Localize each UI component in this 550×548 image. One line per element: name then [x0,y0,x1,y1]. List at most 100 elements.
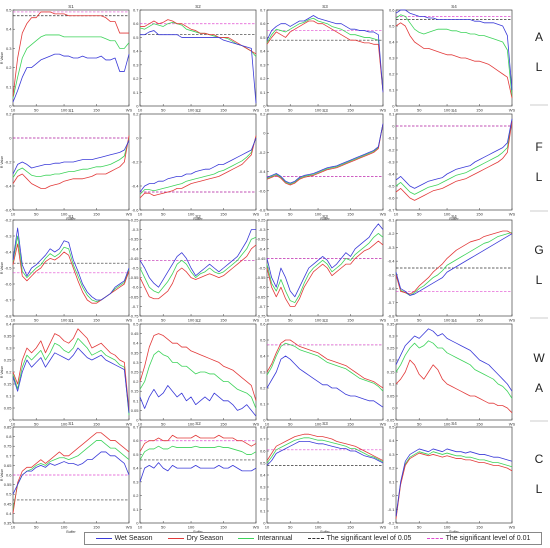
y-tick-label-r0c0-0: 0 [9,104,12,109]
x-tick-label-r3c2-2: 100 [315,422,322,427]
y-tick-label-r4c1-5: 0.5 [133,452,139,457]
legend-label-sig05: The significant level of 0.05 [326,535,412,542]
panel-title-r1c0: S1 [68,108,74,113]
x-tick-label-r0c1-3: 150 [220,108,227,113]
x-tick-label-r1c3-1: 50 [417,212,422,217]
panel-frame-r0c2 [266,9,384,107]
x-tick-label-r4c1-4: WS [253,525,260,530]
x-tick-label-r3c0-0: 10 [11,422,16,427]
series-dry-r4c3 [395,452,513,519]
y-tick-label-r3c2-3: 0.3 [260,370,266,375]
series-wet-r4c1 [139,462,257,482]
y-tick-label-r3c0-6: 0.3 [6,346,12,351]
y-tick-label-r0c2-1: 0.1 [260,90,266,95]
row-label-4: C L [532,452,546,496]
y-tick-label-r3c1-3: 0.15 [131,389,140,394]
x-tick-label-r2c3-3: 150 [476,318,483,323]
y-tick-label-r1c3-7: 0 [392,124,395,129]
y-tick-label-r2c0-5: -0.3 [5,234,13,239]
y-tick-label-r4c3-6: 0.4 [389,438,395,443]
y-tick-label-r0c1-5: 0.5 [133,35,139,40]
y-tick-label-r3c3-3: 0.1 [389,382,395,387]
x-tick-label-r3c3-0: 10 [394,422,399,427]
y-tick-label-r4c0-3: 0.5 [6,492,12,497]
legend-swatch-sig05 [307,538,324,539]
y-tick-label-r4c3-3: 0.1 [389,479,395,484]
y-tick-label-r0c3-6: 0.6 [389,8,395,13]
x-tick-label-r2c2-2: 100 [315,318,322,323]
y-tick-label-r1c1-3: 0 [136,136,139,141]
x-tick-label-r2c1-4: WS [253,318,260,323]
x-tick-label-r2c3-0: 10 [394,318,399,323]
legend-swatch-inter [238,538,255,539]
y-tick-label-r2c3-4: -0.4 [388,259,396,264]
y-tick-label-r3c0-8: 0.4 [6,322,12,327]
series-wet-r2c3 [395,233,513,296]
panel-title-r0c2: S3 [322,4,328,9]
panel-title-r0c0: S1 [68,4,74,9]
y-tick-label-r2c2-4: -0.55 [256,275,266,280]
series-dry-r3c1 [139,333,257,401]
series-inter-r1c2 [266,123,384,185]
x-tick-label-r0c0-2: 100 [61,108,68,113]
row-label-0-line1: A [534,30,543,44]
legend-swatch-sig01 [426,538,443,539]
legend-item-sig05: The significant level of 0.05 [307,535,412,542]
panel-title-r3c1: S2 [195,318,201,323]
y-tick-label-r2c3-0: -0.8 [388,314,396,319]
y-tick-label-r1c2-0: -0.8 [259,208,267,213]
y-tick-label-r0c2-5: 0.5 [260,35,266,40]
y-tick-label-r2c3-3: -0.5 [388,272,396,277]
y-tick-label-r4c1-2: 0.2 [133,493,139,498]
panel-title-r2c0: S1 [68,214,74,219]
y-tick-label-r3c0-5: 0.25 [4,358,13,363]
series-wet-r2c1 [139,229,256,288]
y-tick-label-r1c0-0: -0.6 [5,208,13,213]
y-tick-label-r2c0-3: -0.5 [5,266,13,271]
x-tick-label-r3c2-0: 10 [265,422,270,427]
series-wet-r0c3 [395,9,513,91]
series-inter-r2c2 [266,233,384,303]
y-tick-label-r0c0-5: 0.5 [6,8,12,13]
panel-title-r4c2: S3 [322,421,328,426]
y-tick-label-r1c3-0: -0.7 [388,208,396,213]
x-tick-label-r4c3-4: WS [509,525,516,530]
panel-frame-r2c2 [266,219,384,317]
y-tick-label-r2c3-5: -0.3 [388,245,396,250]
y-tick-label-r1c3-4: -0.3 [388,160,396,165]
panel-frame-r0c3 [395,9,513,107]
y-tick-label-r0c3-0: 0 [392,104,395,109]
x-tick-label-r3c3-3: 150 [476,422,483,427]
x-tick-label-r1c1-3: 150 [220,212,227,217]
x-tick-label-r4c3-2: 100 [444,525,451,530]
x-tick-label-r3c2-1: 50 [288,422,293,427]
panel-title-r1c1: S2 [195,108,201,113]
series-wet-r2c0 [12,227,130,301]
y-tick-label-r1c1-0: -0.6 [132,208,140,213]
x-tick-label-r3c3-4: WS [509,422,516,427]
series-dry-r4c1 [139,434,257,452]
x-tick-label-r4c2-1: 50 [288,525,293,530]
y-tick-label-r1c1-1: -0.4 [132,184,140,189]
legend-label-inter: Interannual [257,535,293,542]
y-tick-label-r1c2-1: -0.6 [259,188,267,193]
legend: Wet Season Dry Season Interannual The si… [84,532,542,545]
y-tick-label-r3c1-10: 0.5 [133,322,139,327]
y-tick-label-r4c1-7: 0.7 [133,425,139,430]
panel-title-r0c3: S4 [451,4,457,9]
y-tick-label-r2c2-10: -0.25 [256,218,266,223]
y-axis-label-r2c0: R Value [0,262,4,274]
x-tick-label-r4c1-1: 50 [161,525,166,530]
x-tick-label-r1c2-3: 150 [347,212,354,217]
x-tick-label-r4c1-2: 100 [188,525,195,530]
panel-frame-r2c0 [12,219,130,317]
series-dry-r4c2 [266,433,384,461]
y-tick-label-r4c1-1: 0.1 [133,507,139,512]
series-dry-r1c1 [139,135,257,199]
y-tick-label-r0c2-6: 0.6 [260,21,266,26]
y-tick-label-r3c0-1: 0.05 [4,406,13,411]
y-tick-label-r4c3-7: 0.5 [389,425,395,430]
series-inter-r0c0 [12,34,130,99]
y-tick-label-r2c3-6: -0.2 [388,231,396,236]
